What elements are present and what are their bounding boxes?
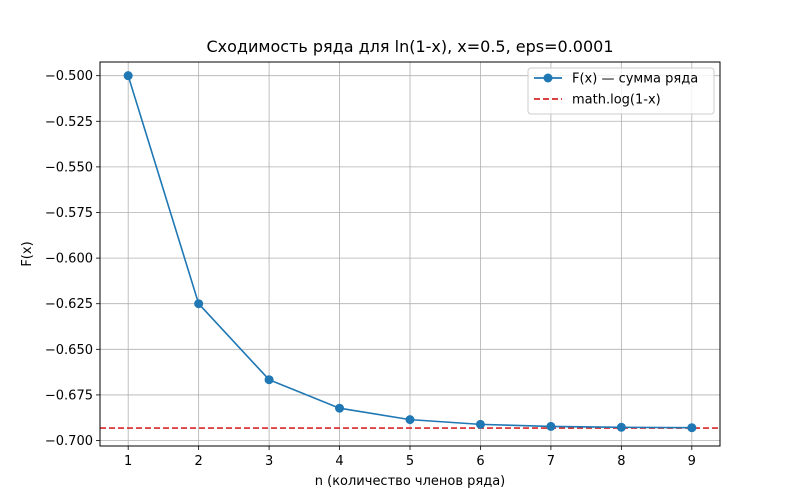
series-data-point	[264, 375, 274, 385]
legend-entry-series: F(x) — сумма ряда	[572, 72, 698, 87]
y-tick-label: −0.600	[45, 252, 93, 267]
legend-entry-reference: math.log(1-x)	[572, 93, 661, 108]
y-tick-label: −0.525	[45, 115, 93, 130]
y-tick-label: −0.500	[45, 69, 93, 84]
legend-box	[527, 67, 715, 115]
x-tick-label: 9	[688, 454, 696, 469]
y-tick-label: −0.700	[45, 434, 93, 449]
legend-series-marker-swatch	[543, 73, 553, 83]
series-data-point	[475, 419, 485, 429]
x-tick-label: 3	[265, 454, 273, 469]
legend: F(x) — сумма ряда math.log(1-x)	[527, 67, 715, 115]
series-layer	[123, 71, 697, 433]
x-axis-label: n (количество членов ряда)	[315, 474, 506, 489]
series-data-point	[123, 71, 133, 81]
y-tick-label: −0.675	[45, 388, 93, 403]
series-data-point	[687, 423, 697, 433]
series-data-point	[335, 403, 345, 413]
y-tick-label: −0.550	[45, 160, 93, 175]
y-tick-label: −0.575	[45, 206, 93, 221]
x-tick-label: 1	[124, 454, 132, 469]
series-data-point	[546, 421, 556, 431]
y-tick-label: −0.625	[45, 297, 93, 312]
series-data-point	[616, 422, 626, 432]
x-tick-label: 2	[194, 454, 202, 469]
series-data-point	[405, 415, 415, 425]
chart-title: Сходимость ряда для ln(1-x), x=0.5, eps=…	[207, 37, 614, 56]
series-data-point	[194, 299, 204, 309]
y-tick-label: −0.650	[45, 343, 93, 358]
x-tick-label: 4	[335, 454, 343, 469]
x-tick-label: 7	[547, 454, 555, 469]
x-tick-label: 5	[406, 454, 414, 469]
y-axis-label: F(x)	[20, 241, 35, 266]
x-tick-label: 8	[617, 454, 625, 469]
tick-layer: 1 2 3 4 5 6 7 8 9 −0.500 −0.525 −0.550 −0.575 −0.600 −…	[45, 69, 696, 469]
x-tick-label: 6	[476, 454, 484, 469]
